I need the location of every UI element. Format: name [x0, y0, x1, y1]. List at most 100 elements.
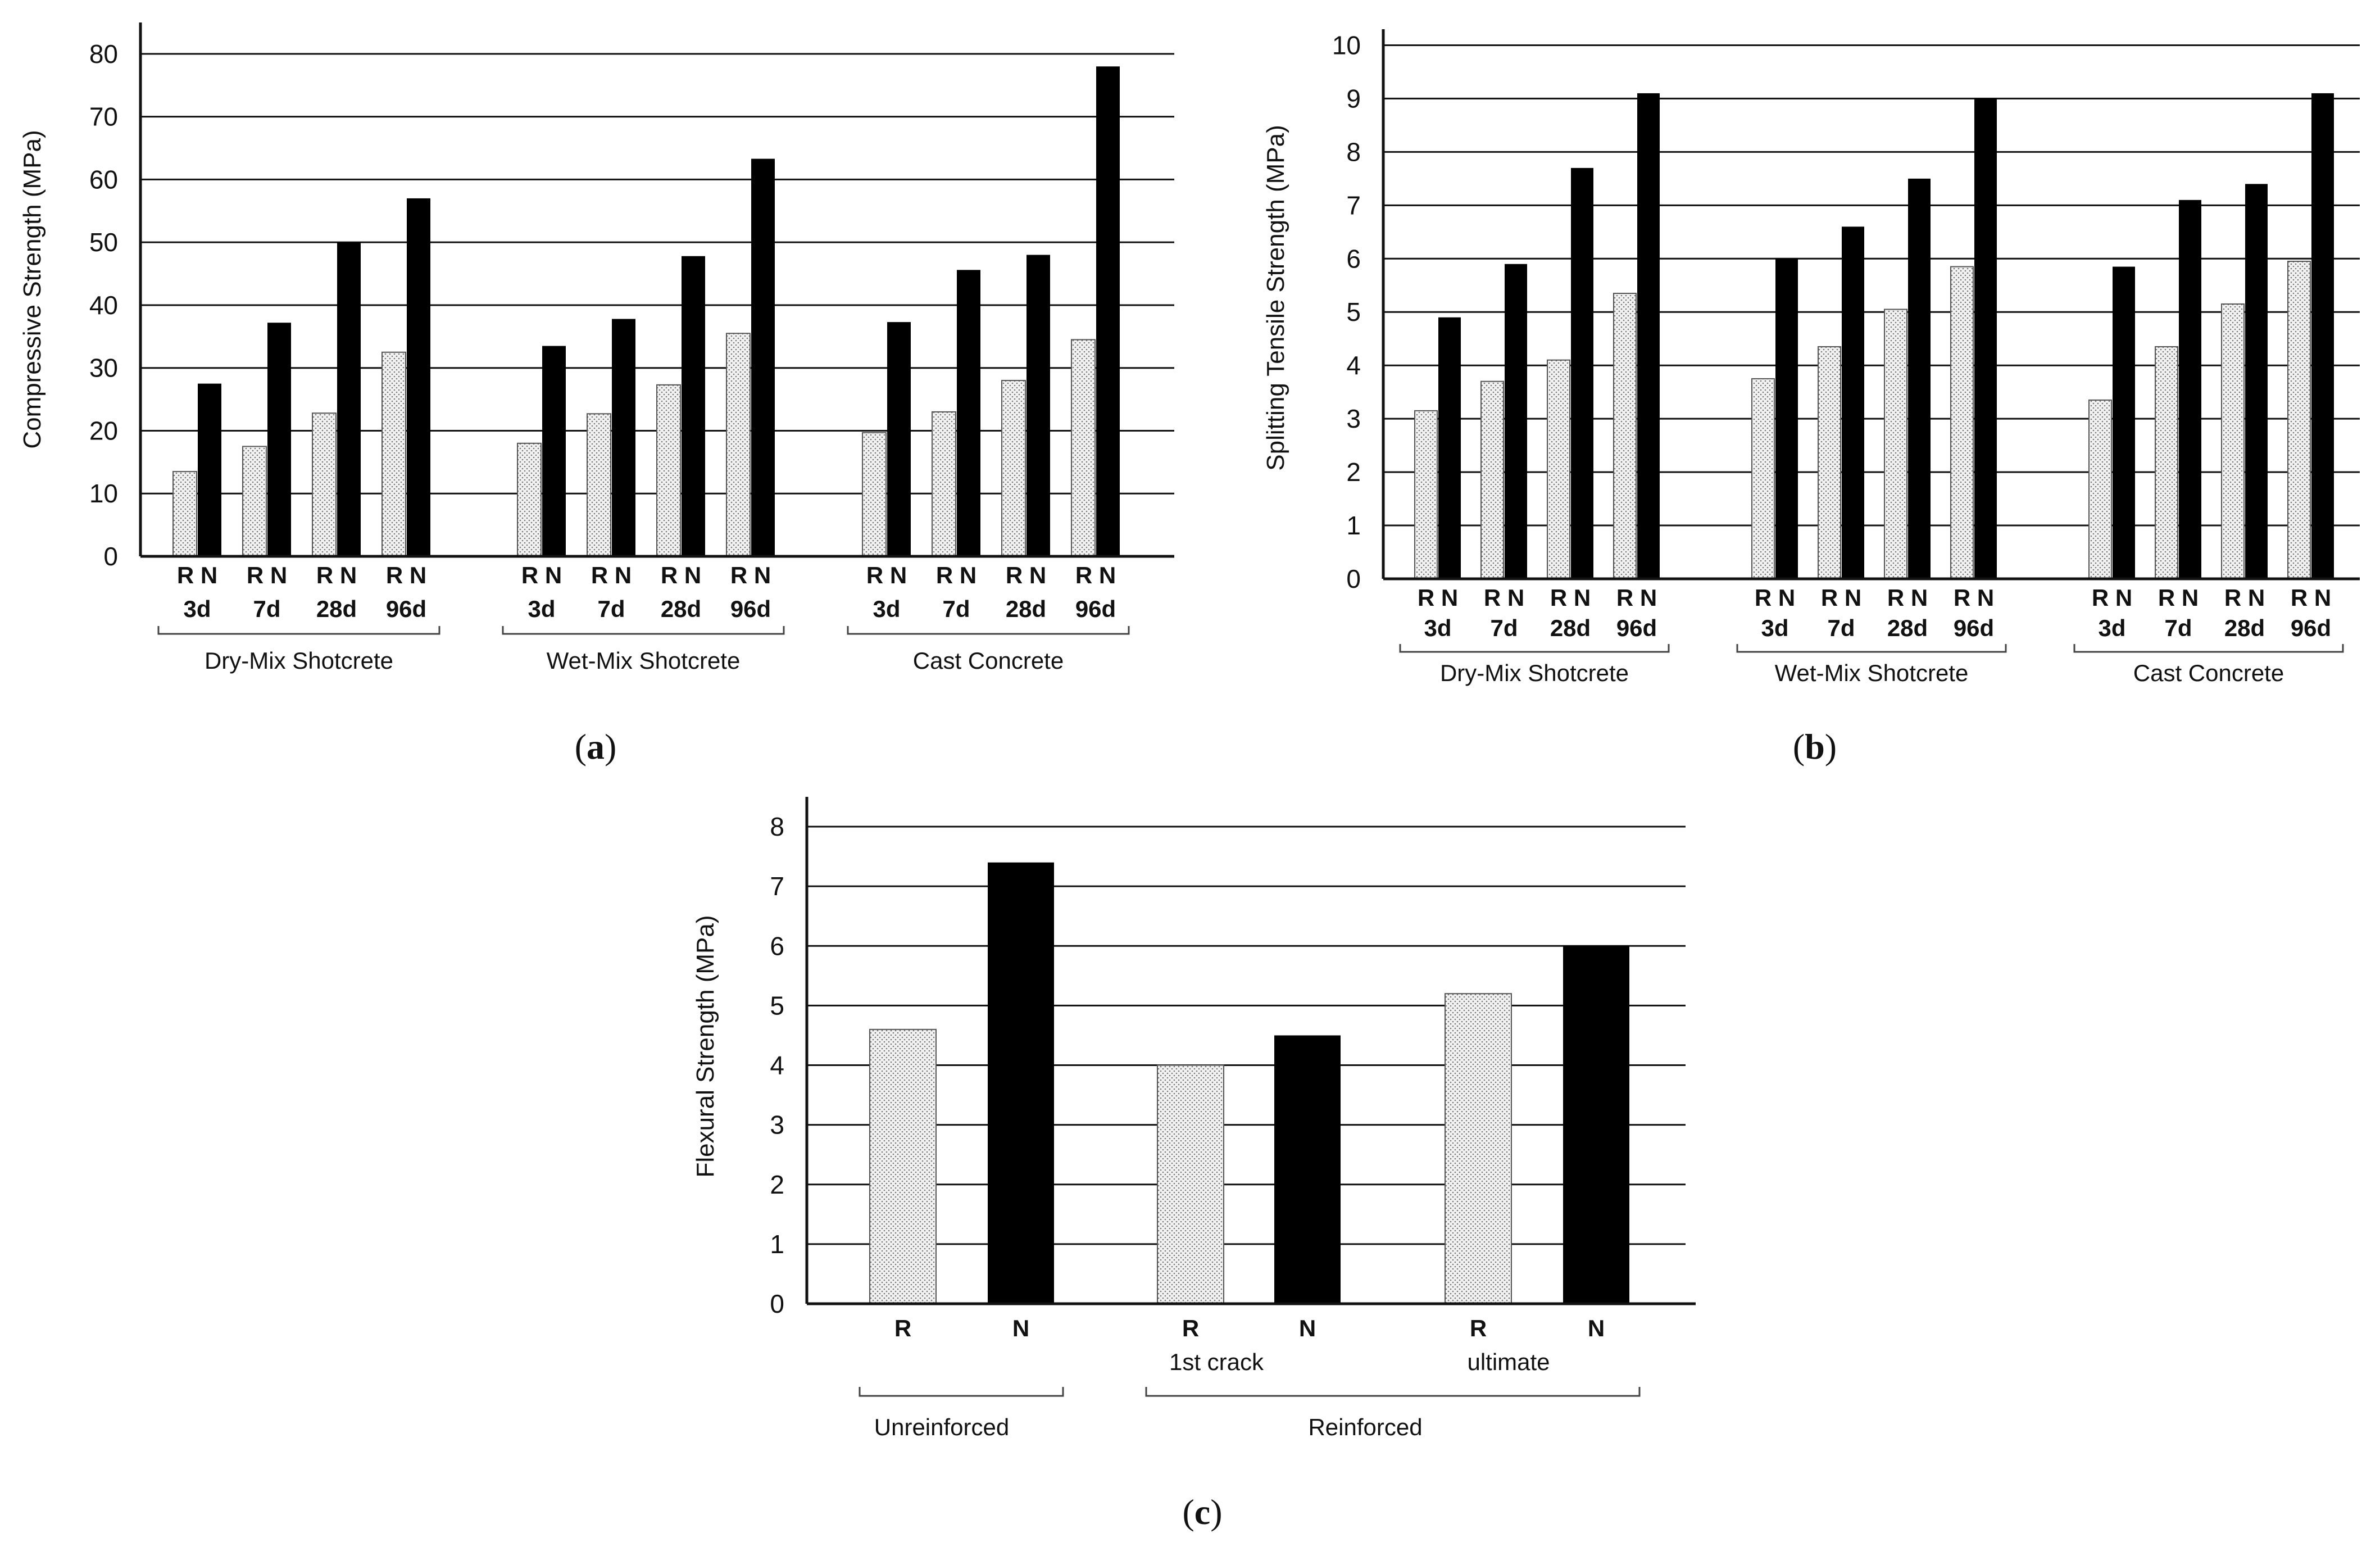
age-label: 7d: [2164, 615, 2192, 641]
category-label: R N: [1954, 584, 1994, 611]
bar-R: [1751, 378, 1775, 580]
bar-label: N: [1588, 1315, 1605, 1341]
chart-b-group-labels: Dry-Mix Shotcrete Wet-Mix Shotcrete Cast C…: [1399, 644, 2344, 686]
age-label: 96d: [1616, 615, 1657, 641]
bar-R: [1613, 293, 1637, 579]
bar-N: [957, 270, 980, 556]
y-tick-label: 5: [770, 991, 784, 1020]
age-label: 3d: [183, 596, 211, 622]
age-label: 3d: [873, 596, 900, 622]
chart-c-bars: [869, 862, 1629, 1304]
chart-b-bars: [1414, 93, 2334, 580]
bar-R: [869, 1028, 937, 1304]
bar-N: [1974, 98, 1997, 579]
y-tick-label: 1: [1346, 511, 1361, 540]
bar-N: [682, 256, 705, 556]
chart-b-panel-label: (b): [1793, 727, 1837, 767]
bar-N: [1505, 264, 1527, 579]
category-label: R N: [1755, 584, 1795, 611]
bar-R: [172, 471, 197, 557]
category-label: R N: [591, 562, 632, 588]
group-bracket: [157, 626, 440, 635]
y-tick-label: 5: [1346, 297, 1361, 326]
bar-R: [862, 432, 887, 557]
chart-a-panel-label: (a): [575, 727, 617, 767]
bar-N: [267, 323, 291, 556]
group-bracket: [1736, 644, 2007, 653]
chart-a-y-ticks: 0 10 20 30 40 50 60 70 80: [89, 39, 118, 571]
bar-N: [612, 319, 635, 556]
bar-N: [1571, 167, 1593, 579]
bar-N: [407, 198, 430, 556]
group-label: Dry-Mix Shotcrete: [205, 647, 393, 674]
age-label: 7d: [1827, 615, 1855, 641]
bar-N: [2179, 199, 2201, 579]
bar-N: [1908, 178, 1931, 579]
chart-c-group-reinforced: Reinforced: [1308, 1414, 1422, 1440]
category-label: R N: [1887, 584, 1928, 611]
chart-c-panel-letter: c: [1194, 1492, 1210, 1532]
y-tick-label: 3: [1346, 404, 1361, 433]
category-label: R N: [1418, 584, 1458, 611]
chart-c-panel-label: (c): [1182, 1492, 1222, 1532]
bar-N: [2245, 184, 2268, 579]
group-bracket: [1399, 644, 1670, 653]
age-label: 96d: [1954, 615, 1994, 641]
category-label: R N: [661, 562, 701, 588]
chart-b-category-labels: R N 3d R N 7d R N 28d R N 96d R N 3d R N 7d R N 28d R …: [1418, 584, 2331, 641]
bar-N: [2113, 266, 2135, 579]
bar-R: [381, 351, 406, 557]
bar-label: R: [1470, 1315, 1487, 1341]
bar-R: [587, 413, 611, 557]
age-label: 96d: [1075, 596, 1116, 622]
group-label: Dry-Mix Shotcrete: [1440, 660, 1629, 686]
bar-R: [312, 412, 337, 557]
bar-N: [751, 158, 775, 556]
chart-c-gridlines: [807, 826, 1686, 1245]
bar-R: [2088, 399, 2112, 579]
bar-N: [1027, 255, 1050, 556]
y-tick-label: 0: [1346, 564, 1361, 593]
y-tick-label: 80: [89, 39, 118, 69]
bar-R: [1445, 993, 1512, 1304]
bar-N: [542, 346, 566, 556]
chart-a-category-labels: R N 3d R N 7d R N 28d R N 96d R N 3d R N 7d R N 28d R …: [177, 562, 1116, 622]
y-tick-label: 0: [770, 1289, 784, 1318]
y-tick-label: 2: [1346, 457, 1361, 487]
y-tick-label: 6: [770, 931, 784, 960]
group-bracket: [502, 626, 785, 635]
category-label: R N: [2092, 584, 2132, 611]
bar-R: [1950, 266, 1974, 579]
y-tick-label: 7: [770, 872, 784, 901]
y-tick-label: 8: [770, 812, 784, 841]
y-tick-label: 10: [89, 479, 118, 508]
bar-R: [1071, 339, 1096, 557]
bar-N: [337, 242, 361, 556]
age-label: 28d: [661, 596, 701, 622]
chart-c-y-ticks: 0 1 2 3 4 5 6 7 8: [770, 812, 784, 1318]
age-label: 7d: [942, 596, 970, 622]
category-label: R N: [2291, 584, 2331, 611]
chart-c-group-unreinforced: Unreinforced: [874, 1414, 1009, 1440]
bar-R: [932, 411, 956, 557]
age-label: 7d: [597, 596, 625, 622]
bar-N: [1096, 66, 1120, 556]
y-tick-label: 4: [770, 1051, 784, 1080]
bar-N: [2311, 93, 2334, 579]
category-label: R N: [177, 562, 217, 588]
y-tick-label: 3: [770, 1110, 784, 1140]
bar-N: [1274, 1035, 1341, 1304]
age-label: 3d: [1761, 615, 1788, 641]
category-label: R N: [1821, 584, 1861, 611]
chart-a-y-axis-label: Compressive Strength (MPa): [19, 130, 46, 448]
bar-N: [1842, 226, 1864, 579]
y-tick-label: 70: [89, 102, 118, 131]
category-label: R N: [2158, 584, 2199, 611]
chart-c-y-axis-label: Flexural Strength (MPa): [692, 915, 719, 1177]
y-tick-label: 7: [1346, 191, 1361, 220]
y-tick-label: 6: [1346, 244, 1361, 273]
chart-c-sublabel-1st-crack: 1st crack: [1169, 1349, 1264, 1375]
y-tick-label: 60: [89, 165, 118, 194]
category-label: R N: [1484, 584, 1524, 611]
